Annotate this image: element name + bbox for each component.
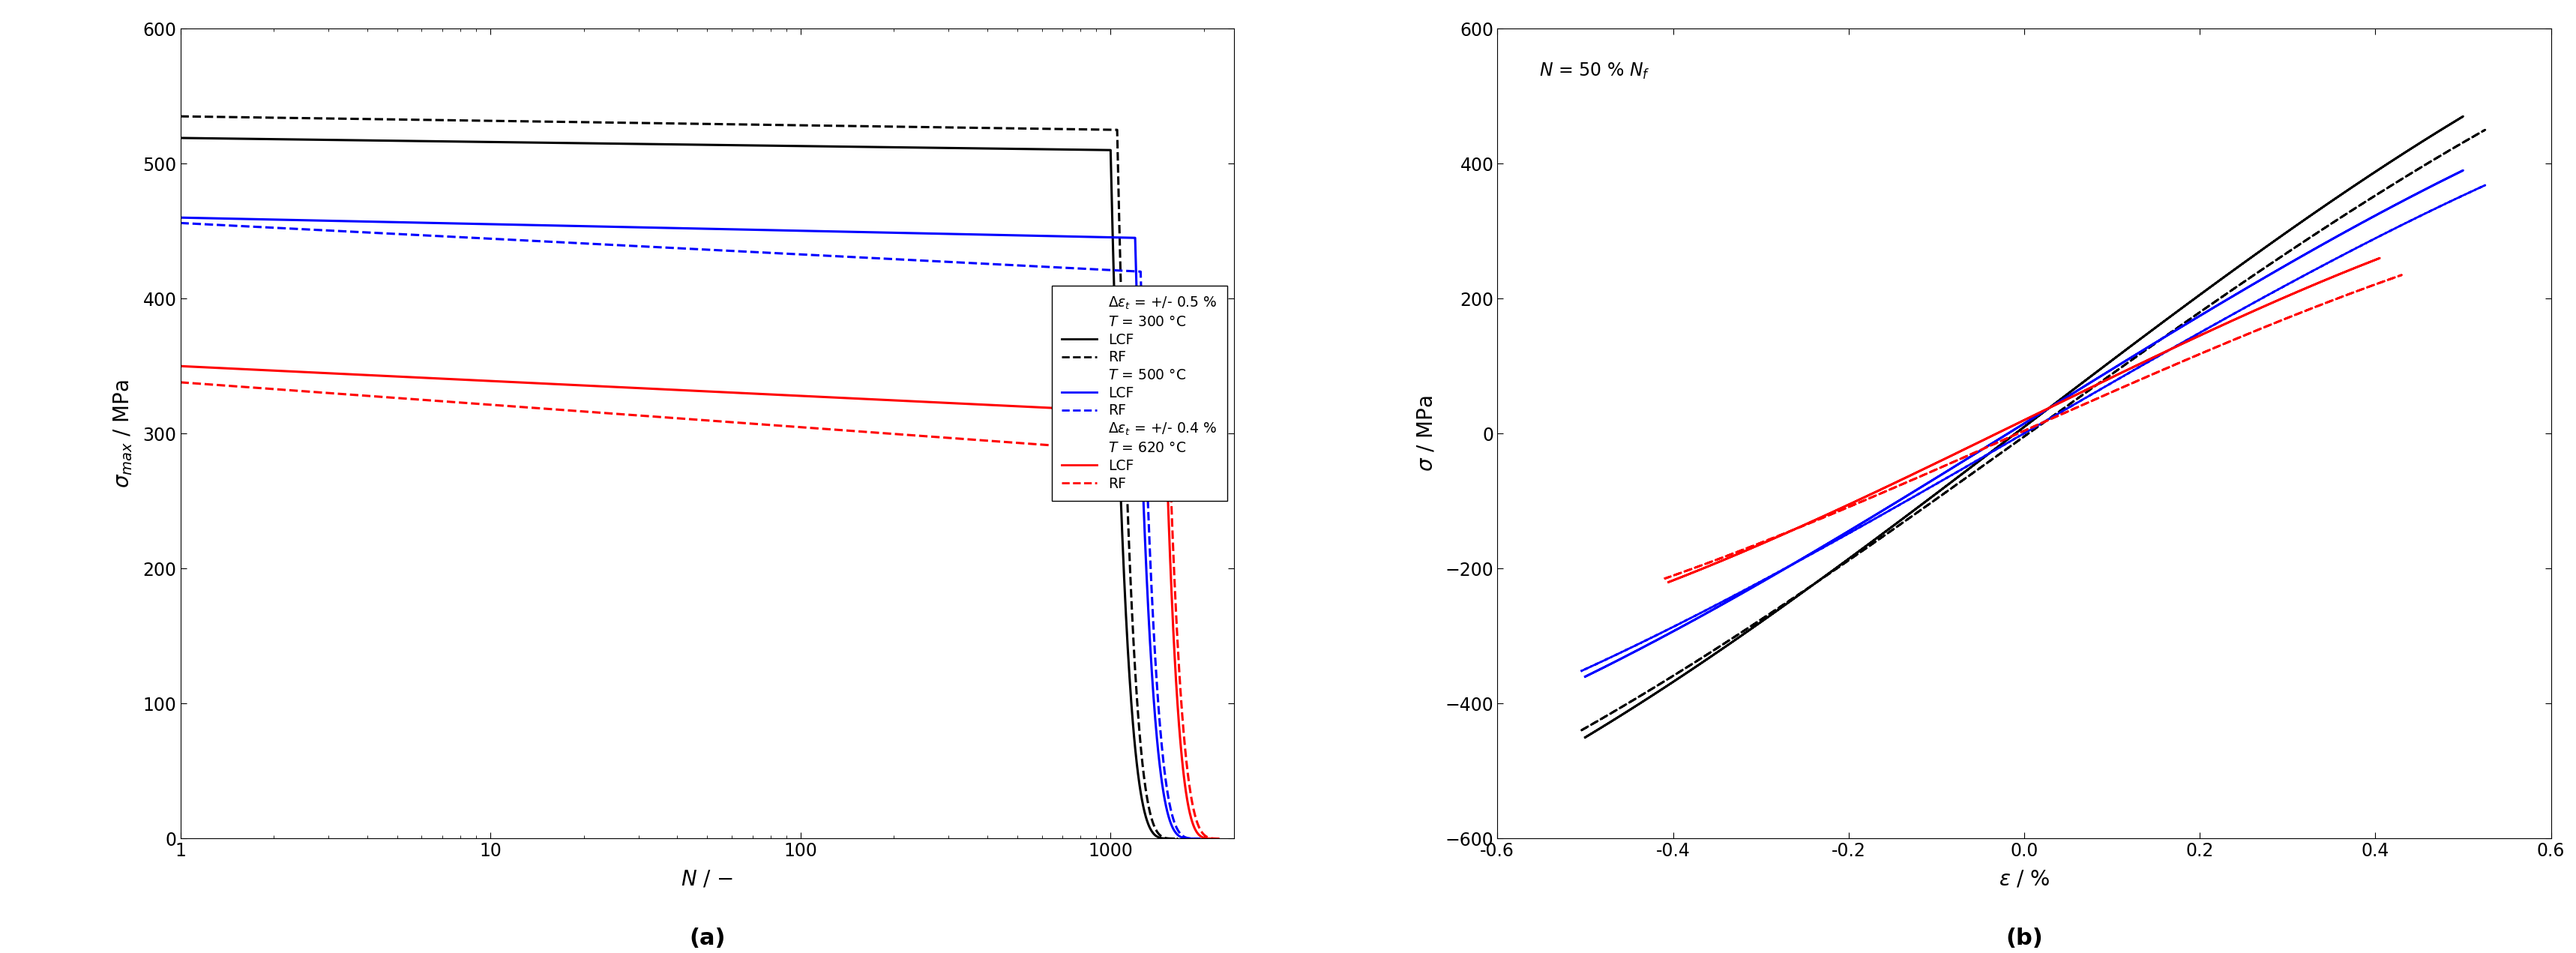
Text: $N$ = 50 % $N_f$: $N$ = 50 % $N_f$ xyxy=(1538,61,1649,81)
Text: (b): (b) xyxy=(2004,928,2043,949)
Text: (a): (a) xyxy=(688,928,726,949)
Y-axis label: $\sigma_{max}$ / MPa: $\sigma_{max}$ / MPa xyxy=(113,379,134,488)
X-axis label: $\varepsilon$ / %: $\varepsilon$ / % xyxy=(1999,868,2050,889)
Y-axis label: $\sigma$ / MPa: $\sigma$ / MPa xyxy=(1414,395,1437,472)
Legend: $\Delta\varepsilon_t$ = +/- 0.5 %, $T$ = 300 °C, LCF, RF, $T$ = 500 °C, LCF, RF,: $\Delta\varepsilon_t$ = +/- 0.5 %, $T$ =… xyxy=(1051,286,1226,500)
X-axis label: $N$ / $-$: $N$ / $-$ xyxy=(680,868,734,889)
